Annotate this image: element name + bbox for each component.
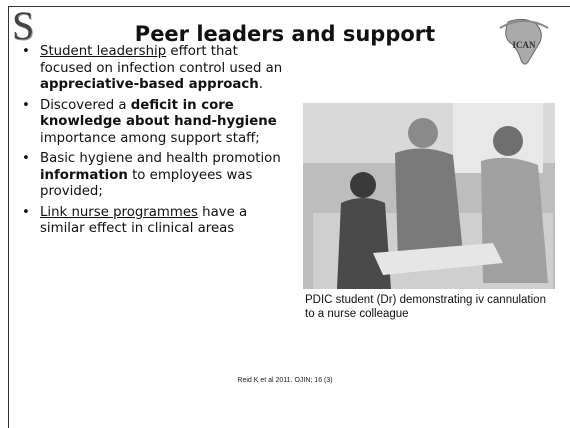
slide: S Peer leaders and support ICAN Student …: [0, 0, 570, 428]
photo: [303, 103, 555, 289]
logo-text: ICAN: [512, 40, 536, 50]
logo: ICAN: [494, 12, 554, 72]
page: S Peer leaders and support ICAN Student …: [0, 0, 570, 428]
photo-caption: PDIC student (Dr) demonstrating iv cannu…: [305, 293, 555, 321]
bullet-text: .: [259, 77, 263, 92]
bullet: Discovered a deficit in core knowledge a…: [20, 98, 290, 148]
bullet: Basic hygiene and health promotion infor…: [20, 151, 290, 201]
bullet-text: importance among support staff;: [40, 131, 260, 146]
citation: Reid K et al 2011. OJIN; 16 (3): [0, 377, 570, 384]
bullet-text: appreciative-based approach: [40, 77, 259, 92]
border: [8, 6, 570, 7]
bullet-text: information: [40, 168, 128, 183]
bullet-text: Basic hygiene and health promotion: [40, 151, 281, 166]
bullet: Student leadership effort that focused o…: [20, 44, 290, 94]
slide-title: Peer leaders and support: [0, 22, 570, 46]
bullet: Link nurse programmes have a similar eff…: [20, 205, 290, 238]
border: [8, 6, 9, 428]
bullet-text: Student leadership: [40, 44, 166, 59]
bullet-text: Discovered a: [40, 98, 131, 113]
bullet-text: Link nurse programmes: [40, 205, 198, 220]
bullet-list: Student leadership effort that focused o…: [20, 44, 305, 242]
